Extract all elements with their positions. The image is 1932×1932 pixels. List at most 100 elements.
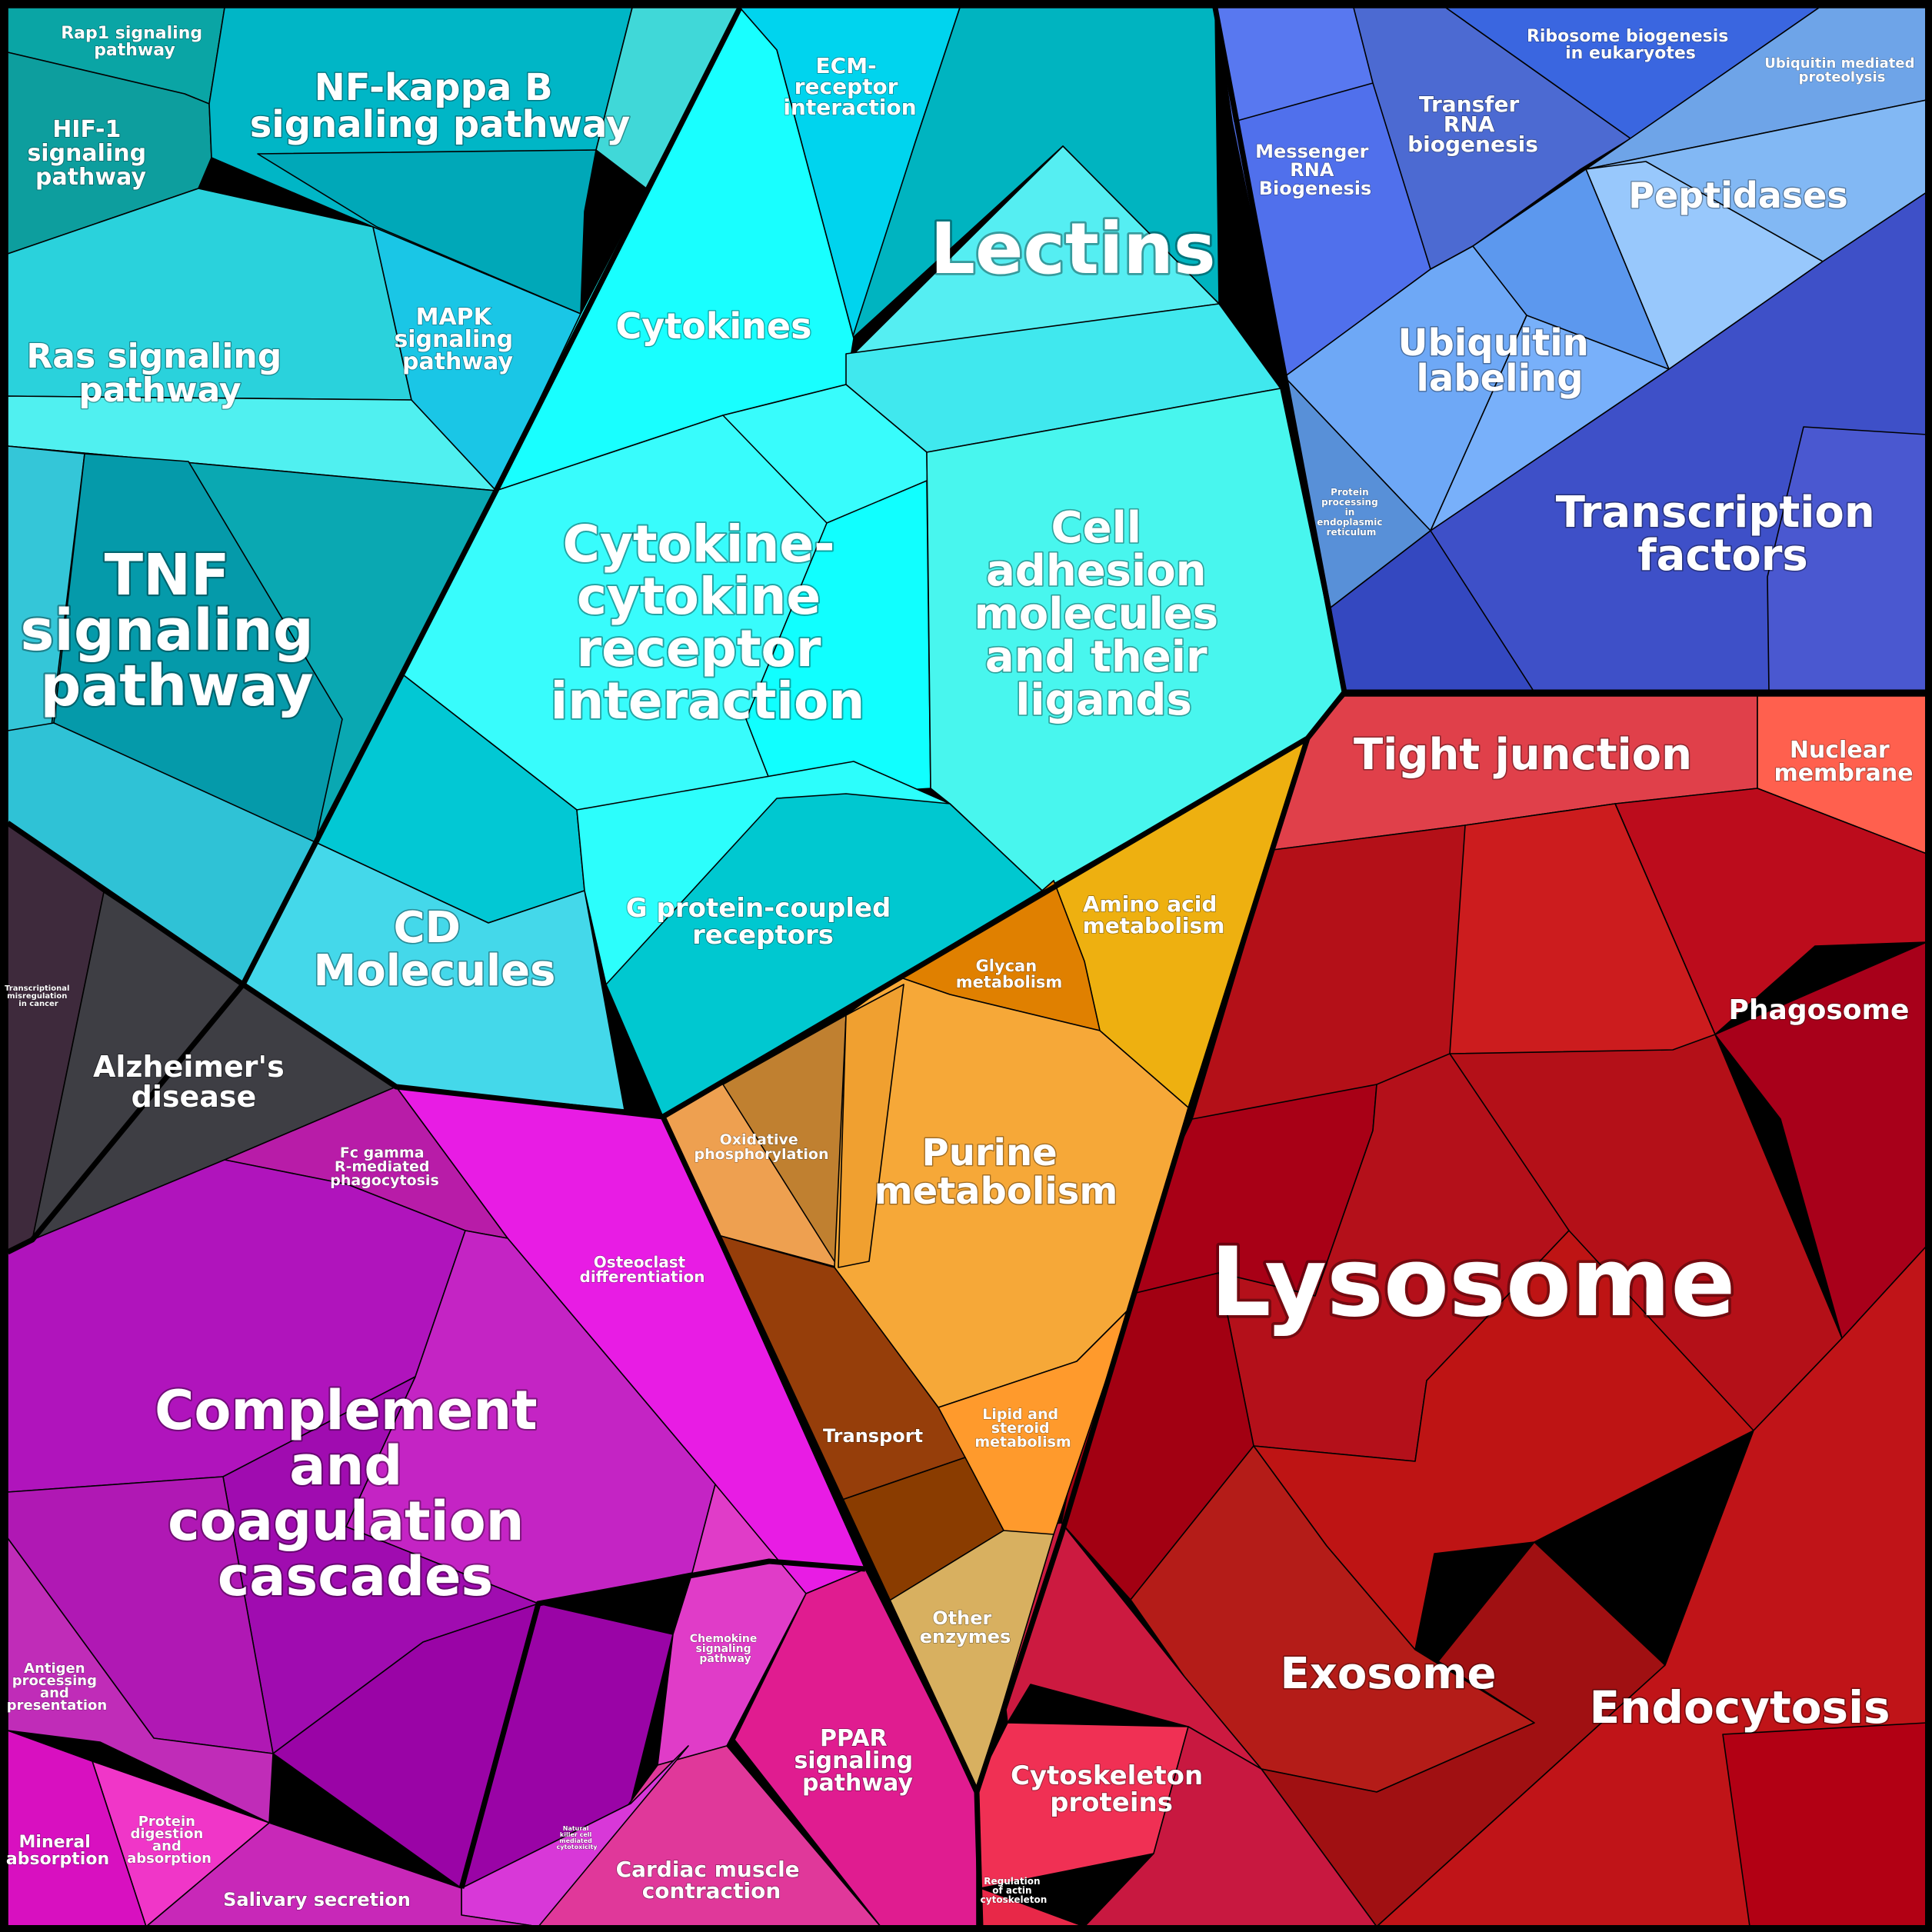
gpcr-label-line2: receptors	[692, 920, 834, 951]
osteoclast-label-line1: Osteoclast	[594, 1253, 686, 1271]
lectins-label: Lectins	[930, 208, 1215, 290]
chemokine-label-line1: Chemokine	[690, 1633, 758, 1645]
ecm-label-line2: receptor	[794, 74, 898, 99]
ras-label: Ras signaling pathway	[26, 337, 293, 410]
cell-adhesion-label-line5: ligands	[1015, 675, 1192, 725]
lipid-label-line3: metabolism	[974, 1434, 1071, 1451]
lipid-label-line1: Lipid and	[982, 1406, 1058, 1423]
labels: Rap1 signaling pathway NF-kappa B signal…	[5, 23, 1920, 1910]
endocytosis-deep-cell	[1722, 1722, 1927, 1927]
immune-group	[242, 7, 1345, 1118]
antigen-label-line3: and	[40, 1685, 69, 1701]
cardiac-label-line2: contraction	[642, 1878, 781, 1904]
nuclear-membrane-label: Nuclear membrane	[1774, 737, 1913, 787]
rap1-label-line2: pathway	[94, 41, 175, 60]
cd-label: CD Molecules	[314, 903, 556, 996]
tnf-label: TNF signaling pathway	[20, 542, 333, 719]
peptidases-label: Peptidases	[1628, 175, 1848, 216]
antigen-label-line4: presentation	[7, 1697, 107, 1714]
tfs-label: Transcription factors	[1556, 488, 1890, 581]
complement-label-line1: Complement	[155, 1379, 538, 1442]
organismal-systems-group	[7, 1086, 978, 1927]
mapk-label-line3: pathway	[402, 348, 513, 375]
purine-label-line2: metabolism	[874, 1170, 1118, 1213]
antigen-label-line1: Antigen	[24, 1661, 85, 1677]
rap1-label: Rap1 signaling pathway	[61, 24, 208, 60]
cytoskeleton-label-line1: Cytoskeleton	[1011, 1760, 1203, 1791]
ubiq-labeling-label-line1: Ubiquitin	[1397, 321, 1588, 365]
trna-label-line1: Transfer	[1419, 92, 1519, 117]
reg-actin-label-line2: of actin	[992, 1885, 1031, 1896]
ppar-label-line2: signaling	[794, 1747, 913, 1774]
cardiac-label-line1: Cardiac muscle	[616, 1857, 800, 1882]
alzheimers-label-line1: Alzheimer's	[93, 1050, 285, 1084]
nfkb-label: NF-kappa B signaling pathway	[250, 66, 631, 146]
cardiac-label: Cardiac muscle contraction	[616, 1857, 808, 1904]
metabolism-group	[662, 738, 1308, 1793]
tfs-label-line2: factors	[1637, 531, 1808, 581]
cytoskeleton-label-line2: proteins	[1050, 1787, 1173, 1818]
ribosome-label-line2: in eukaryotes	[1565, 44, 1696, 63]
protein-er-label-line2: processing	[1321, 497, 1378, 508]
ubiq-proteolysis-label-line2: proteolysis	[1799, 69, 1886, 85]
complement-label-line3: coagulation	[168, 1490, 524, 1553]
protein-er-label-line5: reticulum	[1327, 527, 1377, 538]
fc-gamma-label-line1: Fc gamma	[340, 1144, 425, 1161]
gpcr-label-line1: G protein-coupled	[626, 893, 891, 924]
fc-gamma-label-line3: phagocytosis	[330, 1172, 439, 1189]
ribosome-label: Ribosome biogenesis in eukaryotes	[1527, 27, 1734, 63]
transport-label: Transport	[823, 1425, 923, 1447]
tnf-label-line3: pathway	[40, 653, 313, 719]
ribosome-label-line1: Ribosome biogenesis	[1527, 27, 1728, 46]
nfkb-label-line2: signaling pathway	[250, 103, 631, 146]
antigen-label-line2: processing	[12, 1673, 97, 1689]
ppar-label-line3: pathway	[802, 1770, 913, 1797]
cytokine-receptor-label: Cytokine- cytokine receptor interaction	[551, 515, 865, 731]
trna-label-line2: RNA	[1444, 112, 1495, 137]
lysosome-label: Lysosome	[1211, 1227, 1736, 1338]
cytokine-receptor-label-line4: interaction	[551, 671, 865, 731]
cytokine-receptor-label-line3: receptor	[577, 619, 821, 678]
nuclear-membrane-label-line2: membrane	[1774, 760, 1913, 787]
osteoclast-label-line2: differentiation	[580, 1267, 705, 1286]
lipid-label: Lipid and steroid metabolism	[974, 1406, 1071, 1451]
hif1-label: HIF-1 signaling pathway	[27, 116, 154, 191]
cytokines-label: Cytokines	[615, 305, 811, 347]
protein-er-label: Protein processing in endoplasmic reticu…	[1317, 487, 1385, 538]
complement-label: Complement and coagulation cascades	[155, 1379, 556, 1608]
cell-adhesion-label-line4: and their	[985, 632, 1208, 682]
cd-label-line2: Molecules	[314, 946, 556, 996]
mapk-label: MAPK signaling pathway	[394, 304, 521, 375]
mineral-label-line2: absorption	[6, 1850, 109, 1869]
gpcr-label: G protein-coupled receptors	[626, 893, 900, 951]
amino-acid-label-line2: metabolism	[1083, 913, 1225, 938]
hif1-label-line3: pathway	[35, 164, 146, 191]
phagosome-label: Phagosome	[1729, 994, 1910, 1026]
glycan-label-line2: metabolism	[956, 973, 1063, 991]
ubiq-proteolysis-label: Ubiquitin mediated proteolysis	[1764, 55, 1920, 85]
tfs-label-line1: Transcription	[1556, 488, 1875, 538]
purine-label-line1: Purine	[922, 1131, 1058, 1174]
mineral-label-line1: Mineral	[19, 1833, 91, 1852]
ras-label-line2: pathway	[78, 371, 241, 410]
protein-digestion-label-line1: Protein	[138, 1814, 195, 1830]
purine-label: Purine metabolism	[874, 1131, 1118, 1213]
trna-label: Transfer RNA biogenesis	[1407, 92, 1538, 157]
protein-er-label-line4: endoplasmic	[1317, 517, 1382, 528]
nk-label-line3: mediated	[559, 1837, 592, 1844]
purine-light-cell	[838, 984, 904, 1268]
mineral-label: Mineral absorption	[6, 1833, 109, 1869]
hif1-label-line2: signaling	[27, 140, 146, 167]
trna-label-line3: biogenesis	[1407, 132, 1538, 157]
chemokine-label-line3: pathway	[699, 1653, 751, 1665]
reg-actin-label: Regulation of actin cytoskeleton	[981, 1876, 1048, 1905]
fc-gamma-label: Fc gamma R-mediated phagocytosis	[330, 1144, 439, 1189]
ecm-label-line1: ECM-	[816, 53, 877, 78]
complement-label-line4: cascades	[218, 1545, 493, 1608]
cell-adhesion-label-line3: molecules	[974, 589, 1218, 639]
mapk-label-line1: MAPK	[416, 304, 493, 331]
chemokine-label: Chemokine signaling pathway	[690, 1633, 761, 1665]
cell-adhesion-label-line2: adhesion	[986, 546, 1207, 596]
